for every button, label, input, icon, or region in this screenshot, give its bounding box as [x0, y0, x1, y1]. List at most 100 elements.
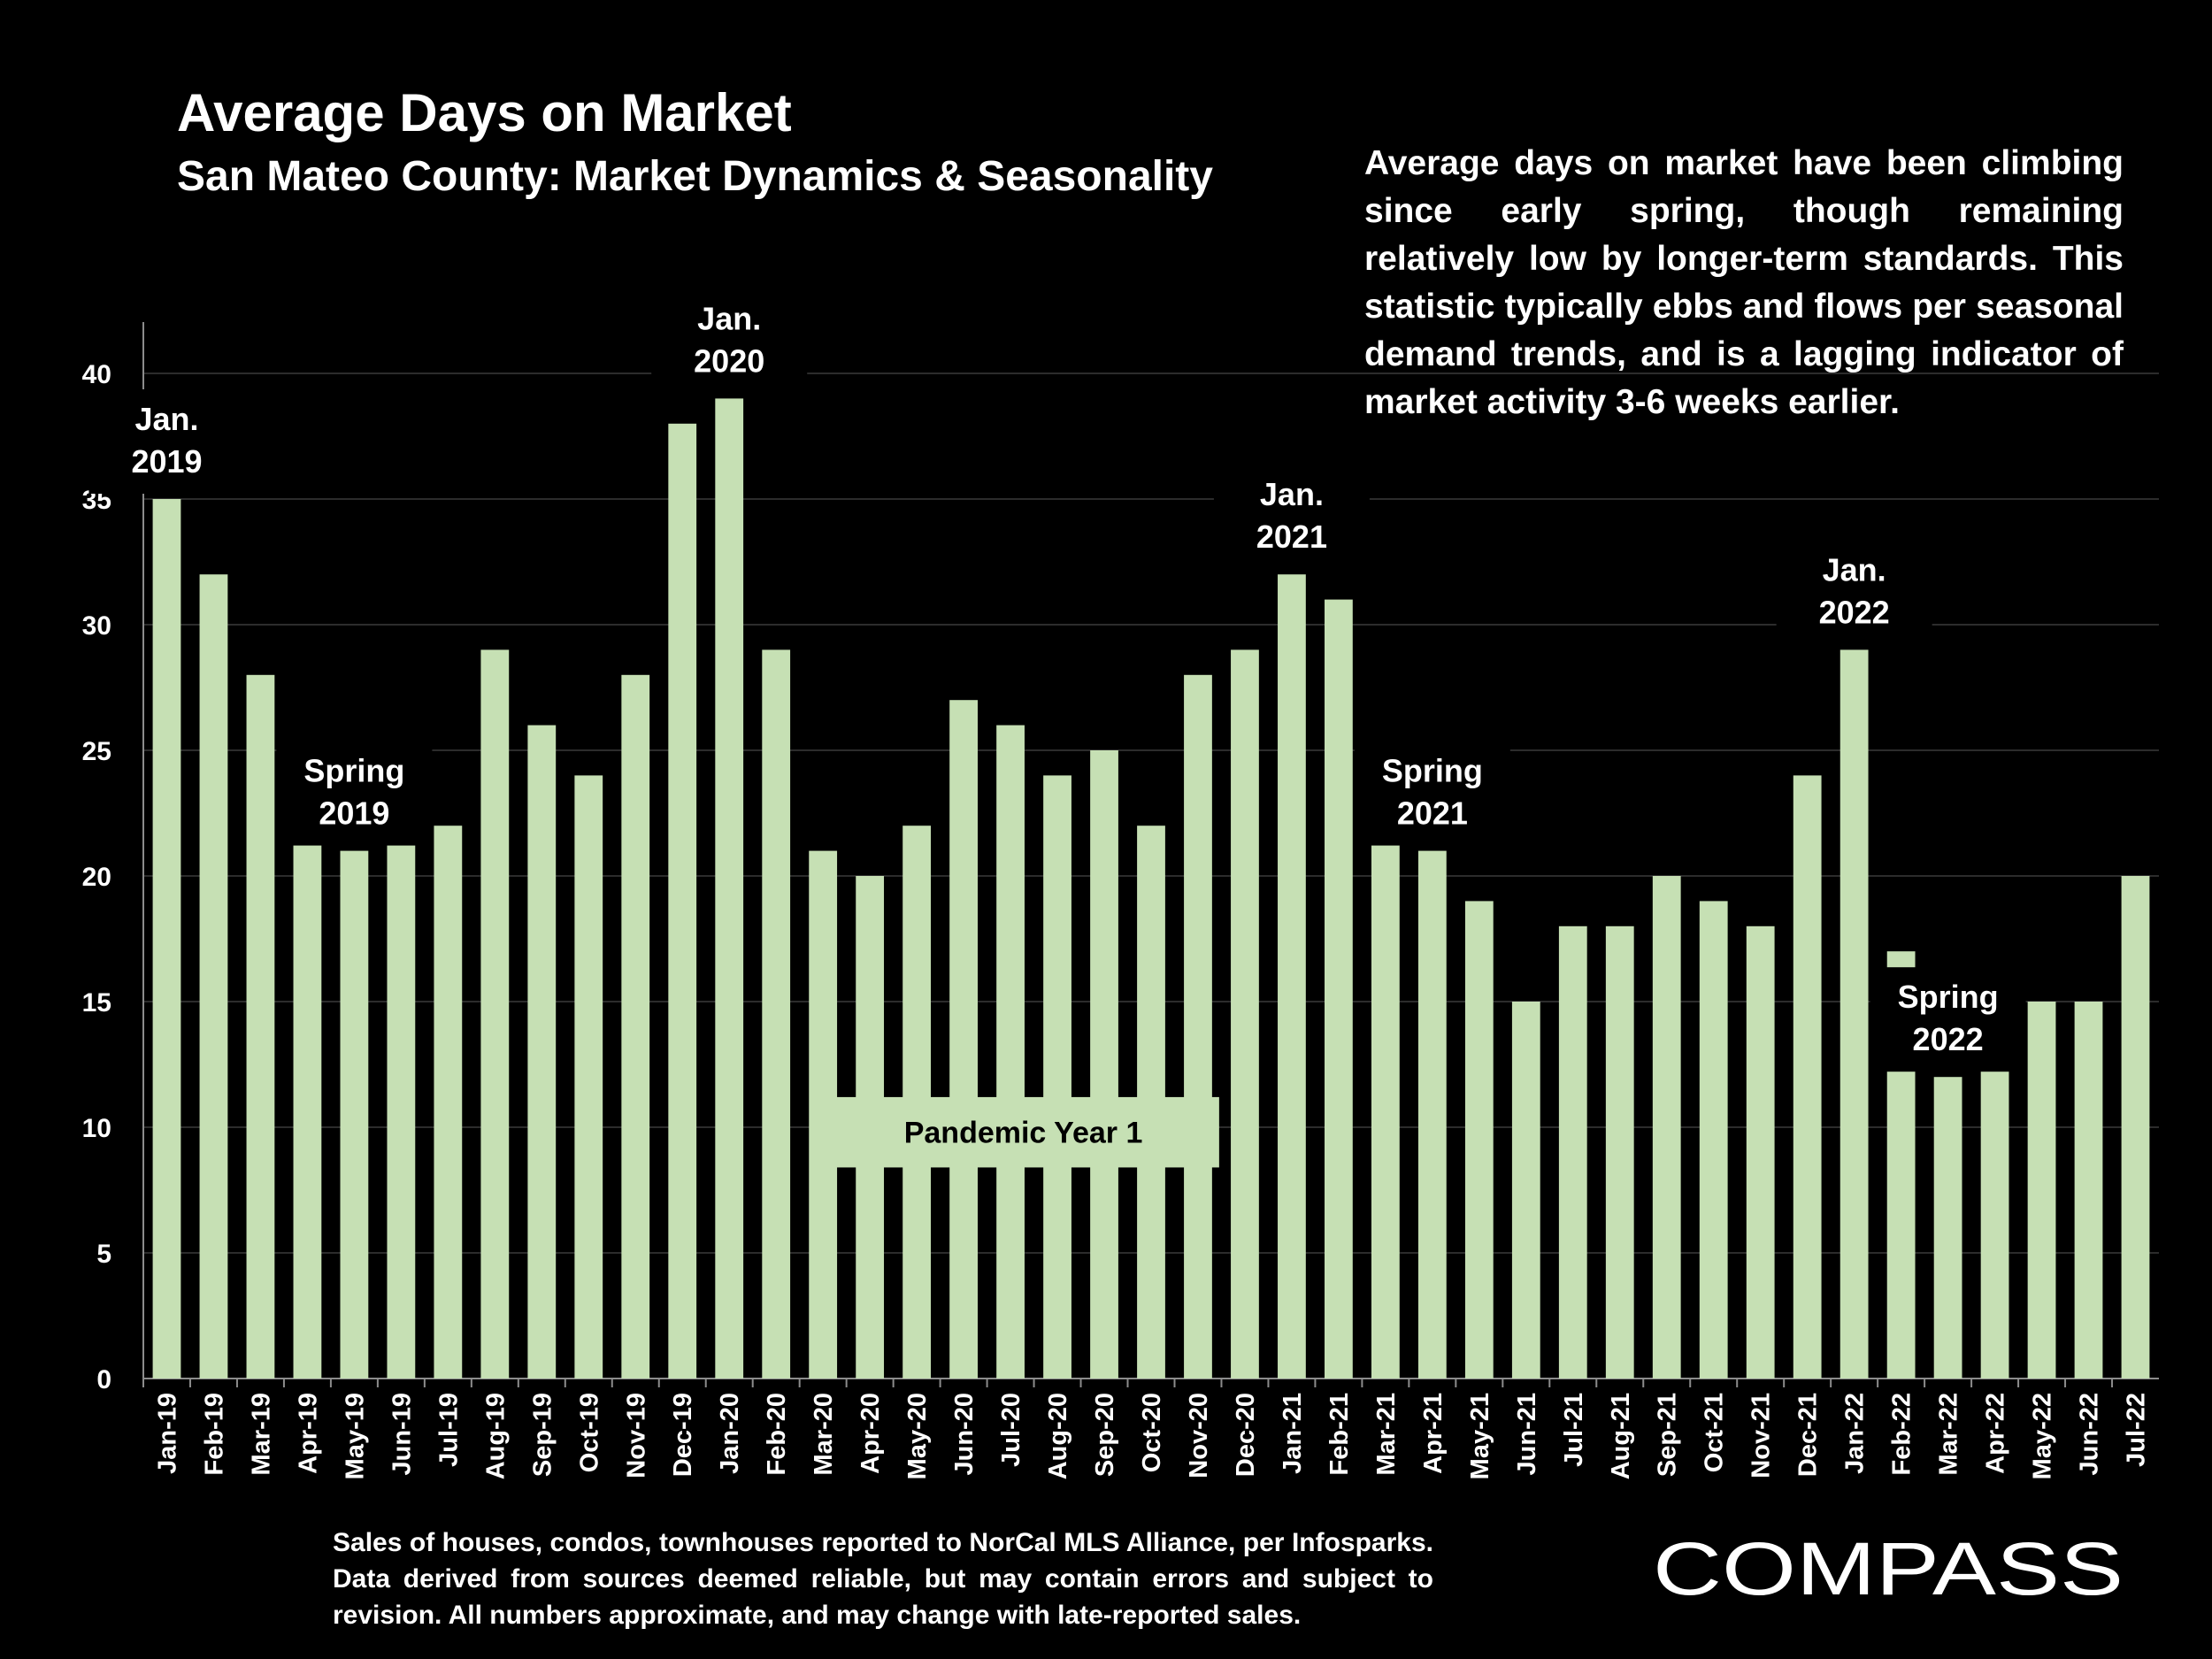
annotation-backdrop — [88, 389, 245, 494]
y-tick-label: 30 — [82, 611, 111, 641]
bar-aug-19 — [480, 649, 510, 1379]
bar-oct-19 — [574, 775, 603, 1379]
x-tick-label: May-21 — [1466, 1393, 1494, 1479]
annotation-spring-2021: Spring 2021 — [1354, 741, 1510, 846]
bar-sep-19 — [527, 725, 557, 1379]
annotation-label: 2021 — [1397, 795, 1468, 832]
bars — [152, 398, 2150, 1379]
bar-jun-19 — [387, 750, 416, 1379]
bar-feb-21 — [1325, 599, 1353, 1379]
x-tick-label: Jun-20 — [950, 1393, 979, 1475]
annotation-backdrop — [276, 741, 433, 846]
x-tick-label: Jul-20 — [997, 1393, 1025, 1467]
x-tick-label: May-22 — [2029, 1393, 2057, 1479]
compass-logo: COMPASS — [1653, 1527, 2124, 1607]
annotation-jan-2020: Jan. 2020 — [651, 288, 808, 394]
x-tick-label: Oct-20 — [1138, 1393, 1166, 1472]
bar-dec-19 — [668, 423, 697, 1379]
x-tick-label: Mar-21 — [1372, 1393, 1401, 1476]
source-footnote: Sales of houses, condos, townhouses repo… — [333, 1528, 1433, 1630]
annotation-label: 2019 — [319, 795, 389, 832]
x-tick-label: Sep-19 — [528, 1393, 557, 1477]
bar-oct-21 — [1699, 901, 1728, 1379]
x-tick-label: Nov-19 — [622, 1393, 650, 1479]
annotation-label: Spring — [1382, 753, 1483, 789]
bar-mar-22 — [1933, 1077, 1962, 1379]
annotation-backdrop — [651, 288, 808, 394]
y-tick-label: 0 — [96, 1365, 111, 1394]
x-tick-label: Oct-19 — [575, 1393, 603, 1472]
bar-dec-20 — [1231, 649, 1259, 1379]
bar-sep-21 — [1652, 876, 1681, 1379]
chart-title: Average Days on Market — [177, 83, 792, 142]
pandemic-year-box — [827, 1096, 1219, 1168]
annotation-spring-2022: Spring 2022 — [1870, 967, 2026, 1072]
bar-apr-19 — [293, 826, 322, 1379]
x-tick-label: Dec-21 — [1794, 1393, 1823, 1477]
x-tick-label: Apr-20 — [856, 1393, 885, 1474]
x-tick-label: Mar-19 — [247, 1393, 275, 1476]
annotation-label: Jan. — [697, 300, 761, 336]
bar-jun-22 — [2074, 1002, 2103, 1379]
x-tick-label: Jan-21 — [1279, 1393, 1307, 1474]
bar-may-19 — [340, 850, 369, 1379]
bar-may-22 — [2027, 1002, 2056, 1379]
bar-jul-20 — [996, 725, 1025, 1379]
bar-dec-21 — [1793, 775, 1822, 1379]
annotation-backdrop — [1776, 540, 1932, 645]
x-tick-label: Dec-20 — [1232, 1393, 1260, 1477]
annotation-jan-2021: Jan. 2021 — [1213, 465, 1370, 570]
x-tick-label: Apr-21 — [1419, 1393, 1448, 1474]
x-tick-label: May-19 — [341, 1393, 369, 1479]
bar-apr-22 — [1980, 1051, 2009, 1379]
annotation-label: Spring — [1898, 979, 1999, 1015]
x-tick-label: Jan-20 — [716, 1393, 744, 1474]
x-tick-label: Feb-20 — [763, 1393, 791, 1475]
bar-nov-20 — [1184, 674, 1212, 1379]
annotation-jan-2022: Jan. 2022 — [1776, 540, 1932, 645]
bar-nov-19 — [621, 674, 650, 1379]
x-tick-label: Jun-21 — [1513, 1393, 1541, 1475]
pandemic-year-label: Pandemic Year 1 — [827, 1096, 1219, 1168]
bar-jan-21 — [1278, 574, 1306, 1379]
bar-jun-21 — [1511, 1002, 1540, 1379]
bar-jan-22 — [1839, 649, 1869, 1379]
annotation-label: 2022 — [1819, 594, 1890, 630]
x-tick-label: Mar-22 — [1935, 1393, 1963, 1476]
annotation-label: 2020 — [694, 342, 764, 379]
y-tick-label: 20 — [82, 863, 111, 892]
x-tick-label: Feb-22 — [1888, 1393, 1916, 1475]
x-tick-label: Jun-19 — [388, 1393, 416, 1475]
annotation-label: Jan. — [1823, 551, 1886, 588]
x-tick-label: Dec-19 — [669, 1393, 697, 1477]
x-tick-label: Feb-19 — [200, 1393, 228, 1475]
bar-nov-21 — [1746, 926, 1775, 1379]
compass-wordmark: COMPASS — [1653, 1527, 2124, 1607]
x-tick-label: Jul-22 — [2123, 1393, 2151, 1467]
annotation-label: Jan. — [134, 401, 198, 437]
x-tick-label: May-20 — [903, 1393, 932, 1479]
x-tick-label: Nov-20 — [1185, 1393, 1213, 1479]
x-tick-label: Nov-21 — [1747, 1393, 1776, 1479]
annotation-label: 2019 — [131, 443, 202, 480]
bar-mar-19 — [246, 674, 275, 1379]
bar-may-21 — [1464, 901, 1494, 1379]
x-tick-label: Apr-19 — [294, 1393, 322, 1474]
y-tick-label: 25 — [82, 737, 111, 766]
annotation-label: Spring — [303, 753, 404, 789]
y-tick-label: 5 — [96, 1240, 111, 1269]
x-tick-labels: Jan-19 Feb-19 Mar-19 Apr-19 May-19 Jun-19 Jul-… — [153, 1393, 2150, 1479]
annotation-jan-2019: Jan. 2019 — [88, 389, 245, 494]
x-tick-label: Sep-20 — [1091, 1393, 1119, 1477]
x-tick-label: Oct-21 — [1701, 1393, 1729, 1472]
x-tick-label: Mar-20 — [810, 1393, 838, 1476]
annotation-label: 2021 — [1256, 518, 1327, 555]
annotation-spring-2019: Spring 2019 — [276, 741, 433, 846]
annotation-backdrop — [1213, 465, 1370, 570]
x-tick-label: Sep-21 — [1654, 1393, 1682, 1477]
bar-sep-20 — [1090, 750, 1118, 1379]
annotation-backdrop — [1354, 741, 1510, 846]
x-tick-label: Jan-19 — [153, 1393, 181, 1474]
bar-jul-19 — [434, 826, 463, 1379]
